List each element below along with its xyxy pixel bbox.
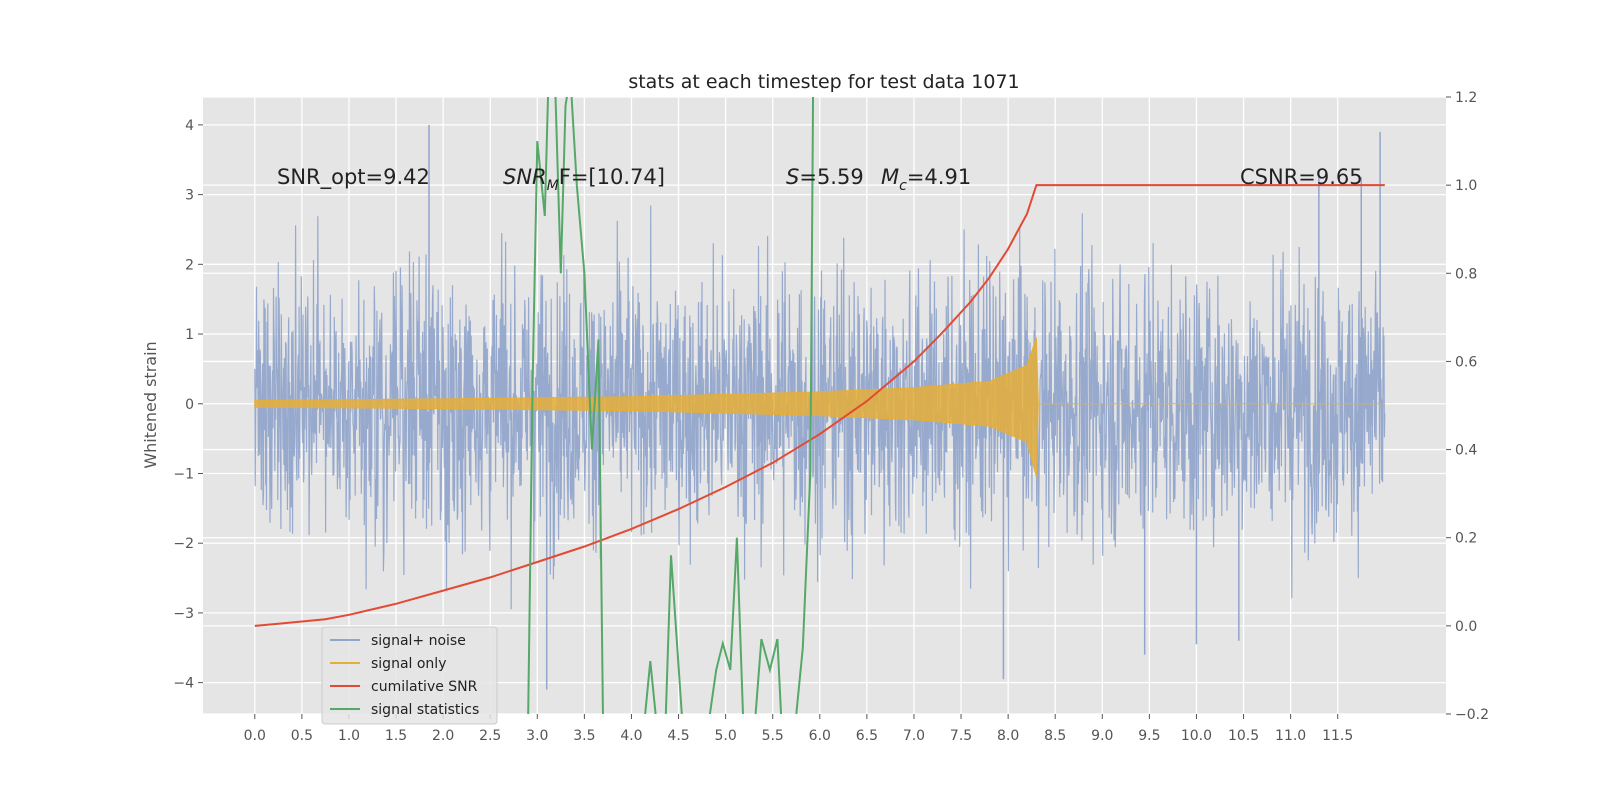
snr-mf-symbol: SNR [503, 165, 547, 189]
y-tick-label: −4 [173, 676, 194, 692]
y-right-tick-label: 0.6 [1455, 354, 1477, 370]
legend-item-cumulative-snr: cumilative SNR [330, 679, 478, 695]
legend-label-signal-noise: signal+ noise [371, 633, 466, 649]
y-right-tick-label: 0.4 [1455, 443, 1477, 459]
x-tick-label: 3.5 [573, 728, 595, 744]
legend-label-cumulative-snr: cumilative SNR [371, 679, 478, 695]
x-tick-label: 1.5 [385, 728, 407, 744]
x-tick-label: 7.0 [903, 728, 925, 744]
legend-item-signal-noise: signal+ noise [330, 633, 466, 649]
series-signal-only [254, 337, 1385, 477]
y-tick-label: 4 [185, 118, 194, 134]
y-tick-label: −1 [173, 466, 194, 482]
y-right-tick-label: 0.8 [1455, 266, 1477, 282]
s-annotation: S=5.59 [786, 165, 864, 189]
s-value: =5.59 [799, 165, 863, 189]
x-tick-label: 9.0 [1091, 728, 1113, 744]
mc-annotation: Mc=4.91 [881, 165, 971, 194]
y-axis-left: −4 −3 −2 −1 0 1 2 3 4 [173, 118, 203, 692]
y-right-tick-label: 1.0 [1455, 178, 1477, 194]
legend-box [321, 626, 498, 725]
y-tick-label: 0 [185, 397, 194, 413]
legend: signal+ noise signal only cumilative SNR… [321, 626, 498, 725]
x-tick-label: 5.5 [762, 728, 784, 744]
x-tick-label: 6.0 [809, 728, 831, 744]
snr-mf-subscript: M [547, 178, 559, 194]
x-tick-label: 2.5 [479, 728, 501, 744]
y-axis-right: −0.2 0.0 0.2 0.4 0.6 0.8 1.0 1.2 [1446, 90, 1489, 723]
x-tick-label: 11.5 [1322, 728, 1353, 744]
legend-label-signal-statistics: signal statistics [371, 702, 479, 718]
y-tick-label: 2 [185, 257, 194, 273]
snr-mf-annotation: SNRMF=[10.74] [503, 165, 665, 194]
x-tick-label: 4.0 [620, 728, 642, 744]
x-tick-label: 10.5 [1228, 728, 1259, 744]
x-tick-label: 8.0 [997, 728, 1019, 744]
x-tick-label: 3.0 [526, 728, 548, 744]
chart-title: stats at each timestep for test data 107… [628, 71, 1019, 93]
x-tick-label: 6.5 [856, 728, 878, 744]
y-right-tick-label: −0.2 [1455, 707, 1489, 723]
x-tick-label: 1.0 [338, 728, 360, 744]
stat-annotations: SNR_opt=9.42 SNRMF=[10.74] S=5.59 Mc=4.9… [277, 165, 1363, 194]
snr-mf-value: F=[10.74] [559, 165, 665, 189]
y-tick-label: −3 [173, 606, 194, 622]
y-right-tick-label: 0.2 [1455, 531, 1477, 547]
series-layer [254, 97, 1386, 714]
y-right-tick-label: 1.2 [1455, 90, 1477, 106]
series-signal-noise [254, 205, 1386, 610]
y-tick-label: 1 [185, 327, 194, 343]
mc-value: =4.91 [907, 165, 971, 189]
x-tick-label: 0.5 [291, 728, 313, 744]
x-tick-label: 9.5 [1138, 728, 1160, 744]
y-tick-label: 3 [185, 188, 194, 204]
x-tick-label: 4.5 [667, 728, 689, 744]
y-tick-label: −2 [173, 536, 194, 552]
x-tick-label: 2.0 [432, 728, 454, 744]
x-tick-label: 11.0 [1275, 728, 1306, 744]
x-tick-label: 8.5 [1044, 728, 1066, 744]
csnr-annotation: CSNR=9.65 [1240, 165, 1363, 189]
x-tick-label: 10.0 [1181, 728, 1212, 744]
x-tick-label: 7.5 [950, 728, 972, 744]
mc-symbol: M [881, 165, 899, 189]
y-axis-title: Whitened strain [141, 341, 160, 468]
s-symbol: S [786, 165, 799, 189]
x-tick-label: 0.0 [244, 728, 266, 744]
y-right-tick-label: 0.0 [1455, 619, 1477, 635]
snr-opt-annotation: SNR_opt=9.42 [277, 165, 430, 190]
legend-label-signal-only: signal only [371, 656, 446, 672]
series-cumulative-snr [254, 184, 1385, 627]
mc-subscript: c [899, 178, 907, 194]
series-signal-statistics [527, 97, 815, 714]
x-axis: 0.0 0.5 1.0 1.5 2.0 2.5 3.0 3.5 4.0 4.5 5.0 5.5 6.0 6… [244, 714, 1353, 744]
legend-item-signal-statistics: signal statistics [330, 702, 479, 718]
x-tick-label: 5.0 [714, 728, 736, 744]
legend-item-signal-only: signal only [330, 656, 446, 672]
